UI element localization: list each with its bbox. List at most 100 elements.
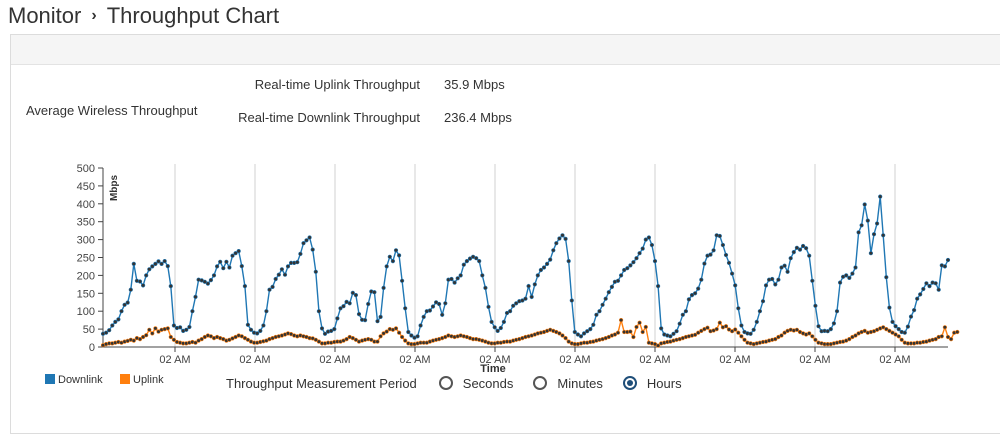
data-point-downlink	[508, 309, 513, 314]
data-point-uplink	[400, 334, 405, 340]
data-point-downlink	[273, 276, 278, 282]
data-point-downlink	[597, 309, 602, 314]
radio-minutes[interactable]: Minutes	[533, 376, 603, 391]
data-point-downlink	[689, 293, 695, 298]
data-point-downlink	[865, 218, 870, 223]
data-point-uplink	[131, 338, 136, 343]
data-point-downlink	[696, 286, 701, 291]
data-point-uplink	[813, 337, 818, 342]
data-point-downlink	[193, 294, 198, 300]
data-point-downlink	[942, 264, 948, 269]
data-point-downlink	[116, 317, 121, 322]
data-point-uplink	[643, 324, 648, 330]
x-tick-label: 02 AM	[799, 354, 830, 366]
data-point-downlink	[760, 299, 766, 304]
data-point-downlink	[557, 236, 562, 241]
data-point-downlink	[874, 221, 880, 226]
data-point-downlink	[655, 284, 661, 289]
data-point-downlink	[156, 259, 161, 264]
data-point-uplink	[945, 334, 951, 340]
radio-minutes-circle[interactable]	[533, 376, 548, 390]
data-point-downlink	[341, 304, 346, 309]
data-point-downlink	[427, 308, 433, 313]
data-point-downlink	[726, 260, 732, 266]
data-point-downlink	[418, 323, 423, 328]
data-point-downlink	[310, 247, 315, 252]
x-tick-label: 02 AM	[719, 354, 750, 366]
data-point-uplink	[384, 329, 389, 334]
data-point-downlink	[631, 260, 636, 265]
data-point-downlink	[754, 319, 759, 325]
x-tick-label: 02 AM	[319, 354, 350, 366]
data-point-downlink	[224, 259, 229, 264]
data-point-downlink	[591, 322, 596, 327]
radio-hours-label[interactable]: Hours	[646, 375, 682, 391]
data-point-downlink	[763, 283, 769, 288]
data-point-downlink	[298, 251, 303, 256]
x-tick-label: 02 AM	[879, 354, 910, 366]
data-point-downlink	[338, 306, 343, 311]
data-point-downlink	[397, 253, 402, 258]
data-point-downlink	[270, 284, 275, 290]
data-point-downlink	[387, 254, 392, 259]
data-point-downlink	[452, 280, 457, 285]
data-point-downlink	[791, 250, 796, 255]
radio-hours-circle[interactable]	[622, 376, 637, 390]
data-point-uplink	[794, 327, 800, 332]
data-point-downlink	[566, 259, 571, 264]
data-point-downlink	[107, 328, 112, 333]
data-point-downlink	[202, 279, 207, 284]
data-point-downlink	[729, 271, 735, 276]
data-point-uplink	[899, 337, 904, 342]
radio-seconds-label[interactable]: Seconds	[462, 375, 514, 391]
data-point-downlink	[622, 267, 627, 273]
data-point-downlink	[544, 261, 550, 267]
data-point-downlink	[652, 259, 658, 264]
data-point-downlink	[887, 305, 892, 310]
data-point-uplink	[168, 334, 173, 340]
chart-title: Average Wireless Throughput	[26, 103, 198, 118]
data-point-downlink	[646, 235, 652, 240]
data-point-downlink	[529, 294, 534, 300]
data-point-downlink	[147, 267, 152, 272]
data-point-uplink	[316, 339, 322, 344]
data-point-uplink	[696, 330, 701, 335]
data-point-uplink	[393, 326, 399, 331]
data-point-uplink	[560, 333, 565, 338]
data-point-downlink	[137, 279, 143, 284]
data-point-downlink	[208, 278, 213, 283]
breadcrumb-monitor[interactable]: Monitor	[8, 3, 82, 28]
legend-label-downlink: Downlink	[58, 374, 103, 386]
data-point-uplink	[344, 337, 349, 342]
data-point-downlink	[853, 265, 858, 270]
data-point-downlink	[868, 251, 874, 256]
data-point-uplink	[369, 337, 374, 342]
radio-hours[interactable]: Hours	[622, 375, 682, 391]
data-point-uplink	[640, 329, 645, 335]
data-point-downlink	[788, 256, 793, 261]
data-point-uplink	[618, 318, 624, 323]
data-point-downlink	[523, 296, 528, 301]
data-point-downlink	[261, 323, 266, 328]
data-point-downlink	[683, 309, 689, 314]
data-point-downlink	[871, 232, 877, 237]
radio-seconds[interactable]: Seconds	[438, 375, 514, 391]
data-point-uplink	[156, 329, 161, 334]
data-point-downlink	[733, 283, 738, 288]
data-point-downlink	[674, 329, 679, 334]
data-point-uplink	[375, 339, 380, 344]
radio-seconds-circle[interactable]	[438, 376, 453, 390]
data-point-downlink	[881, 233, 886, 238]
data-point-downlink	[304, 238, 309, 243]
data-point-uplink	[193, 340, 198, 345]
radio-minutes-label[interactable]: Minutes	[557, 375, 603, 391]
data-point-downlink	[794, 245, 800, 250]
data-point-downlink	[461, 262, 466, 267]
data-point-uplink	[381, 331, 386, 336]
data-point-downlink	[945, 257, 951, 263]
data-point-downlink	[702, 261, 707, 266]
data-point-uplink	[153, 326, 158, 331]
y-tick-label: 500	[77, 163, 95, 175]
data-point-downlink	[221, 266, 226, 271]
data-point-uplink	[733, 327, 738, 332]
